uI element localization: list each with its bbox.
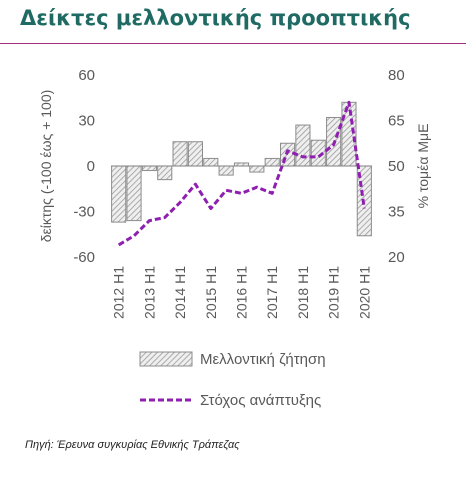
x-tick-label: 2019 H1 [326,266,342,319]
x-tick-label: 2018 H1 [295,266,311,319]
y2-tick-label: 80 [388,67,405,84]
y-tick-label: 30 [78,113,95,130]
x-tick-label: 2013 H1 [141,266,157,319]
bar-2017-h1 [264,157,280,167]
y-tick-label: 60 [78,67,95,84]
y2-tick-label: 65 [388,113,405,130]
bar-2012-h1 [111,165,127,223]
legend-label-growth: Στόχος ανάπτυξης [200,392,321,409]
bar-2014-h2 [187,141,204,167]
y-tick-label: 0 [87,158,95,175]
source-note: Πηγή: Έρευνα συγκυρίας Εθνικής Τράπεζας [25,439,240,451]
y2-tick-label: 20 [388,249,405,266]
x-tick-label: 2016 H1 [234,266,250,319]
legend-swatch-demand [139,351,193,367]
bar-2015-h1 [203,157,219,167]
y-tick-label: -60 [73,249,95,266]
y-axis-label: δείκτης (-100 έως + 100) [38,90,54,243]
bar-2016-h2 [249,165,265,173]
bar-2012-h2 [126,165,142,222]
title-divider [0,43,466,44]
y2-axis-label: % τομέα ΜμΕ [415,124,431,209]
legend-item-growth: Στόχος ανάπτυξης [140,392,321,409]
bar-2013-h1 [141,165,157,172]
page-title: Δείκτες μελλοντικής προοπτικής [20,6,411,30]
bar-2014-h1 [172,141,188,167]
growth-target-line [117,100,366,247]
x-tick-label: 2015 H1 [203,266,219,319]
legend-label-demand: Μελλοντική ζήτηση [200,351,326,368]
x-tick-label: 2014 H1 [172,266,188,319]
bar-2018-h1 [295,124,311,167]
y2-tick-label: 50 [388,158,405,175]
legend-item-demand: Μελλοντική ζήτηση [139,351,326,368]
x-tick-label: 2012 H1 [111,266,127,319]
bar-2015-h2 [218,165,234,176]
y2-tick-label: 35 [388,204,405,221]
x-tick-label: 2020 H1 [356,266,372,319]
y-tick-label: -30 [73,204,95,221]
x-tick-label: 2017 H1 [264,266,280,319]
bar-2013-h2 [157,165,173,181]
chart: -60 -30 0 30 60 20 35 50 65 80 δείκτης (-100 έως +… [38,67,431,409]
